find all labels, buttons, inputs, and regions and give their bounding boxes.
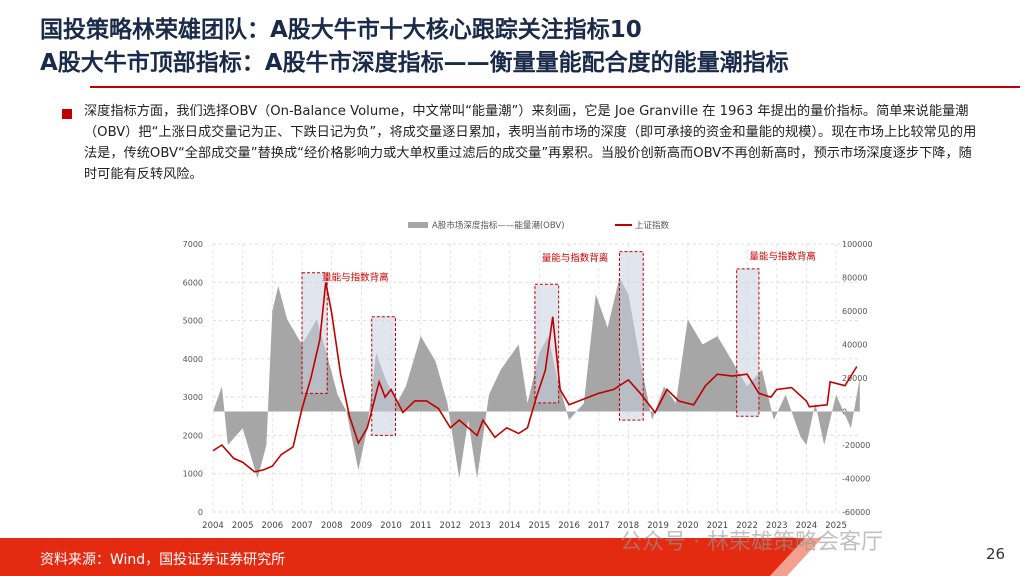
divergence-box <box>618 251 644 421</box>
page-number: 26 <box>986 545 1006 563</box>
obv-chart: 0 1000 2000 3000 4000 5000 6000 7000 -60000 -4000… <box>183 220 873 531</box>
x-tick-label: 2020 <box>677 521 699 531</box>
divergence-annotation: 量能与指数背离 <box>749 250 816 262</box>
x-tick-label: 2021 <box>707 521 729 531</box>
divergence-annotation: 量能与指数背离 <box>322 271 389 283</box>
divergence-box <box>534 283 560 404</box>
y-left-tick-label: 4000 <box>183 355 203 364</box>
x-tick-label: 2004 <box>202 521 224 531</box>
x-tick-label: 2008 <box>321 521 343 531</box>
shanghai-index-line <box>212 282 858 473</box>
x-tick-label: 2024 <box>796 521 818 531</box>
y-right-tick-label: -20000 <box>842 441 870 450</box>
legend-index-label: 上证指数 <box>635 220 670 231</box>
watermark: 公众号 · 林荣雄策略会客厅 <box>620 530 883 555</box>
y-left-tick-label: 3000 <box>183 393 203 402</box>
y-right-tick-label: -40000 <box>842 475 870 484</box>
legend-obv-label: A股市场深度指标——能量潮(OBV) <box>432 220 565 231</box>
y-left-tick-label: 7000 <box>183 240 203 249</box>
y-left-tick-label: 2000 <box>183 431 203 440</box>
x-tick-label: 2022 <box>736 521 758 531</box>
x-tick-label: 2016 <box>558 521 580 531</box>
footer-band <box>0 538 822 576</box>
divergence-box <box>371 316 396 436</box>
body-paragraph: 深度指标方面，我们选择OBV（On-Balance Volume，中文常叫“能量… <box>84 104 977 182</box>
x-tick-label: 2014 <box>499 521 521 531</box>
source-note: 资料来源：Wind，国投证券证券研究所 <box>40 552 286 568</box>
x-tick-label: 2012 <box>440 521 462 531</box>
y-left-tick-label: 1000 <box>183 470 203 479</box>
y-right-tick-label: 20000 <box>842 374 867 383</box>
divergence-box <box>301 272 328 394</box>
x-tick-label: 2019 <box>647 521 669 531</box>
title-divider <box>90 86 1020 88</box>
y-right-tick-label: 60000 <box>842 307 867 316</box>
x-tick-label: 2010 <box>380 521 402 531</box>
legend-obv-swatch <box>408 222 428 228</box>
bullet-square-icon <box>62 109 72 119</box>
y-left-tick-label: 0 <box>198 508 203 517</box>
divergence-annotation: 量能与指数背离 <box>542 252 609 264</box>
x-tick-label: 2025 <box>825 521 847 531</box>
x-tick-label: 2006 <box>262 521 284 531</box>
x-tick-label: 2005 <box>232 521 254 531</box>
x-tick-label: 2007 <box>291 521 313 531</box>
x-tick-label: 2011 <box>410 521 432 531</box>
x-tick-label: 2017 <box>588 521 610 531</box>
x-tick-label: 2013 <box>469 521 491 531</box>
y-right-tick-label: 80000 <box>842 274 867 283</box>
y-right-tick-label: 100000 <box>842 240 873 249</box>
x-tick-label: 2015 <box>529 521 551 531</box>
x-tick-label: 2023 <box>766 521 788 531</box>
x-tick-label: 2009 <box>351 521 373 531</box>
x-tick-label: 2018 <box>618 521 640 531</box>
y-right-tick-label: 40000 <box>842 341 867 350</box>
title-line-2: A股大牛市顶部指标：A股牛市深度指标——衡量量能配合度的能量潮指标 <box>40 50 789 76</box>
divergence-box <box>736 268 760 417</box>
y-left-tick-label: 5000 <box>183 317 203 326</box>
y-right-tick-label: -60000 <box>842 508 870 517</box>
slide-title: 国投策略林荣雄团队：A股大牛市十大核心跟踪关注指标10 A股大牛市顶部指标：A股… <box>40 14 789 80</box>
title-line-1: 国投策略林荣雄团队：A股大牛市十大核心跟踪关注指标10 <box>40 17 642 43</box>
y-left-tick-label: 6000 <box>183 278 203 287</box>
